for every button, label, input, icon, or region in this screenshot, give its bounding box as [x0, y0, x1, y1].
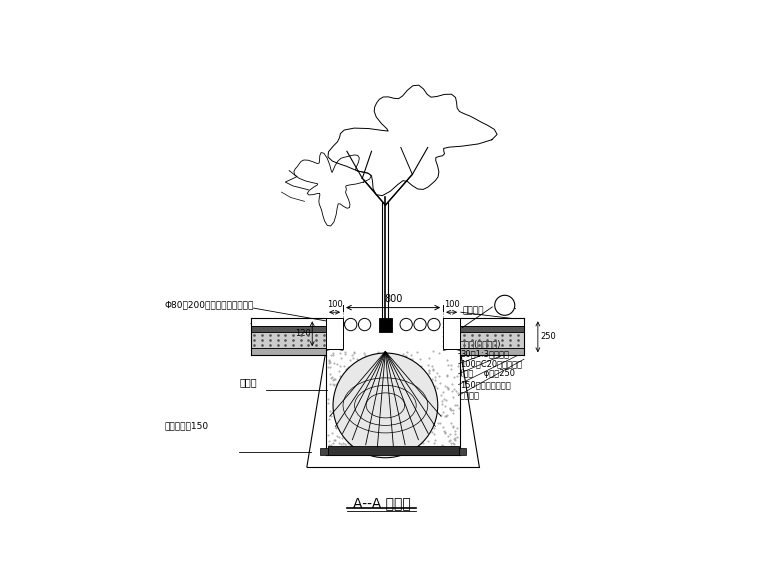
Circle shape: [495, 295, 515, 315]
Text: 种植土: 种植土: [239, 377, 257, 387]
Text: 沥青嵌缝: 沥青嵌缝: [462, 306, 484, 315]
Text: 100: 100: [443, 300, 459, 309]
Text: 800: 800: [384, 294, 402, 303]
Bar: [251, 348, 326, 355]
Circle shape: [359, 318, 371, 330]
Circle shape: [345, 318, 357, 330]
Text: Φ80～200本色鹅卵石自然铺设: Φ80～200本色鹅卵石自然铺设: [164, 300, 254, 309]
Circle shape: [333, 353, 438, 458]
Circle shape: [414, 318, 426, 330]
Bar: [379, 318, 392, 332]
Text: 100厚C20加石混凝土: 100厚C20加石混凝土: [460, 359, 522, 368]
Bar: [459, 448, 466, 456]
Bar: [251, 326, 326, 332]
Bar: [443, 318, 460, 349]
Text: 素土夯实: 素土夯实: [460, 391, 480, 400]
Text: (内配    φ钢筋250: (内配 φ钢筋250: [460, 369, 515, 378]
Bar: [326, 318, 343, 349]
Bar: [327, 446, 459, 456]
Text: A--A 剖面图: A--A 剖面图: [352, 496, 410, 510]
Circle shape: [428, 318, 440, 330]
Bar: [460, 326, 524, 332]
Text: 花岗岩(斜齐饰面): 花岗岩(斜齐饰面): [460, 339, 502, 348]
Text: 砂砾岩厚约150: 砂砾岩厚约150: [164, 421, 208, 431]
Circle shape: [400, 318, 412, 330]
Text: 250: 250: [540, 332, 556, 342]
Bar: [460, 332, 524, 348]
Text: 30厚1:3水泥砂浆: 30厚1:3水泥砂浆: [460, 349, 509, 358]
Bar: [320, 448, 327, 456]
Text: 150厚级配碎石垫层: 150厚级配碎石垫层: [460, 380, 511, 389]
Bar: [460, 348, 524, 355]
Text: 100: 100: [327, 300, 343, 309]
Bar: [251, 332, 326, 348]
Bar: [460, 318, 524, 326]
Bar: [251, 318, 326, 326]
Text: 120: 120: [295, 329, 311, 338]
Text: 1: 1: [501, 299, 509, 309]
